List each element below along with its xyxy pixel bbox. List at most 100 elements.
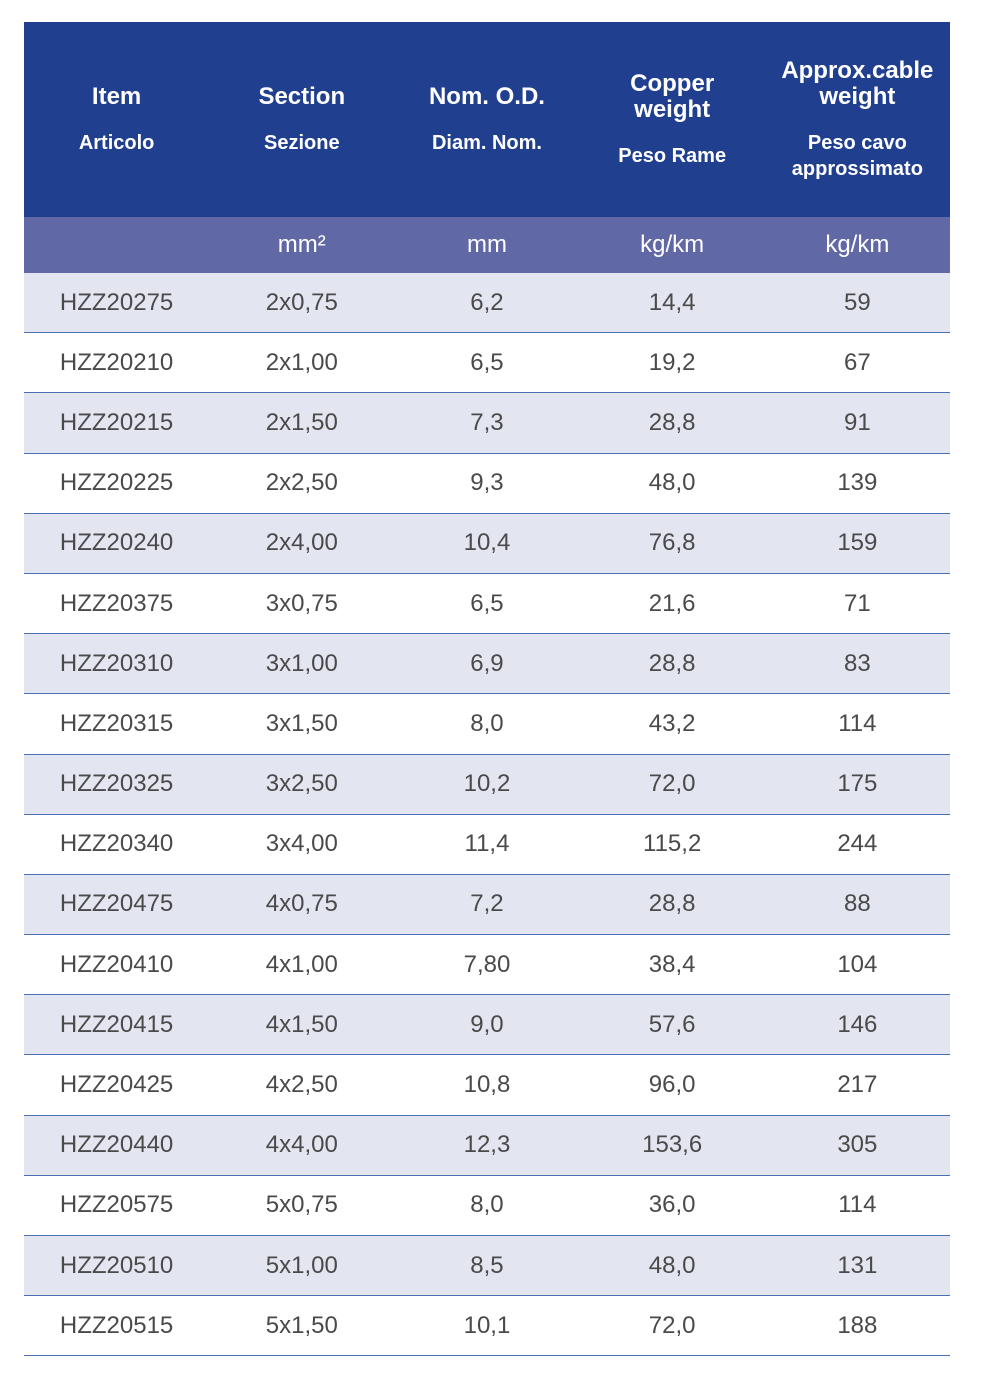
data-row: HZZ20315 3x1,50 8,0 43,2 114	[24, 694, 950, 755]
data-cell: 28,8	[648, 890, 696, 918]
data-cell: 10,4	[463, 529, 511, 557]
header-subtitle: Peso Rame	[618, 144, 727, 167]
data-cell: 96,0	[648, 1071, 696, 1099]
data-cell: 139	[837, 469, 878, 497]
data-cell: 88	[843, 890, 871, 918]
unit-cell: mm	[466, 231, 507, 258]
data-cell: 3x2,50	[265, 770, 338, 798]
table-body: HZZ20275 2x0,75 6,2 14,4 59 HZZ20210 2x1,00 6,5…	[24, 273, 950, 1357]
header-cell: Section Sezione	[209, 22, 394, 217]
data-cell: HZZ20575	[59, 1191, 174, 1219]
header-title: Copper weight	[630, 69, 715, 123]
data-cell: 159	[837, 529, 878, 557]
data-row: HZZ20210 2x1,00 6,5 19,2 67	[24, 333, 950, 394]
data-cell: 3x0,75	[265, 589, 338, 617]
data-cell: 57,6	[648, 1010, 696, 1038]
data-cell: 2x1,00	[265, 348, 338, 376]
data-cell: 146	[837, 1010, 878, 1038]
data-cell: 9,3	[470, 469, 504, 497]
data-cell: 4x1,00	[265, 950, 338, 978]
header-cell: Nom. O.D. Diam. Nom.	[394, 22, 579, 217]
data-cell: 2x4,00	[265, 529, 338, 557]
data-cell: HZZ20210	[59, 348, 174, 376]
data-cell: 2x1,50	[265, 408, 338, 436]
data-cell: 6,9	[470, 649, 504, 677]
data-cell: 72,0	[648, 770, 696, 798]
data-cell: HZZ20310	[59, 649, 174, 677]
data-cell: 153,6	[642, 1131, 703, 1159]
data-row: HZZ20510 5x1,00 8,5 48,0 131	[24, 1236, 950, 1297]
data-cell: 76,8	[648, 529, 696, 557]
data-row: HZZ20275 2x0,75 6,2 14,4 59	[24, 273, 950, 334]
data-cell: 48,0	[648, 1251, 696, 1279]
header-subtitle: Diam. Nom.	[431, 131, 542, 154]
data-cell: HZZ20515	[59, 1311, 174, 1339]
data-row: HZZ20515 5x1,50 10,1 72,0 188	[24, 1296, 950, 1357]
unit-cell	[24, 217, 209, 273]
data-cell: 4x1,50	[265, 1010, 338, 1038]
data-cell: 8,0	[470, 709, 504, 737]
data-cell: 36,0	[648, 1191, 696, 1219]
data-row: HZZ20225 2x2,50 9,3 48,0 139	[24, 453, 950, 514]
data-cell: HZZ20510	[59, 1251, 174, 1279]
data-cell: 8,5	[470, 1251, 504, 1279]
data-cell: 5x0,75	[265, 1191, 338, 1219]
header-subtitle: Articolo	[78, 131, 155, 154]
data-cell: 114	[838, 1191, 877, 1219]
data-cell: HZZ20225	[59, 469, 174, 497]
data-cell: 9,0	[470, 1010, 504, 1038]
data-cell: 3x1,50	[265, 709, 338, 737]
data-cell: 10,8	[463, 1071, 511, 1099]
data-cell: 114	[838, 709, 877, 737]
data-cell: 12,3	[463, 1131, 511, 1159]
data-cell: 72,0	[648, 1311, 696, 1339]
data-cell: HZZ20340	[59, 830, 174, 858]
data-cell: 28,8	[648, 649, 696, 677]
header-cell: Copper weight Peso Rame	[580, 22, 765, 217]
data-row: HZZ20415 4x1,50 9,0 57,6 146	[24, 995, 950, 1056]
data-cell: 4x4,00	[265, 1131, 338, 1159]
data-cell: 6,5	[470, 589, 504, 617]
data-cell: 83	[843, 649, 871, 677]
data-cell: HZZ20415	[59, 1010, 174, 1038]
header-title: Approx.cable weight	[781, 56, 934, 110]
data-row: HZZ20575 5x0,75 8,0 36,0 114	[24, 1175, 950, 1236]
data-cell: 3x4,00	[265, 830, 338, 858]
data-cell: 21,6	[648, 589, 696, 617]
data-cell: 4x2,50	[265, 1071, 338, 1099]
data-cell: 11,4	[464, 830, 510, 858]
data-cell: 188	[837, 1311, 878, 1339]
header-row: Item Articolo Section Sezione Nom. O.D. Diam.…	[24, 22, 950, 217]
data-cell: 8,0	[470, 1191, 504, 1219]
data-cell: 59	[843, 288, 871, 316]
header-title: Item	[91, 82, 142, 110]
header-title: Section	[258, 82, 346, 110]
data-cell: 4x0,75	[265, 890, 338, 918]
data-cell: 2x2,50	[265, 469, 338, 497]
data-cell: 14,4	[648, 288, 696, 316]
data-cell: HZZ20275	[59, 288, 174, 316]
data-cell: HZZ20215	[59, 408, 174, 436]
header-subtitle: Sezione	[263, 131, 340, 154]
data-row: HZZ20310 3x1,00 6,9 28,8 83	[24, 634, 950, 695]
data-cell: 67	[843, 348, 871, 376]
data-row: HZZ20340 3x4,00 11,4 115,2 244	[24, 814, 950, 875]
unit-cell: kg/km	[825, 231, 890, 258]
data-cell: 175	[837, 770, 878, 798]
data-cell: HZZ20475	[59, 890, 174, 918]
data-cell: 5x1,00	[265, 1251, 338, 1279]
data-row: HZZ20475 4x0,75 7,2 28,8 88	[24, 874, 950, 936]
data-row: HZZ20215 2x1,50 7,3 28,8 91	[24, 393, 950, 454]
data-cell: 43,2	[648, 709, 696, 737]
units-row: mm² mm kg/km kg/km	[24, 217, 950, 273]
data-cell: 7,80	[463, 950, 511, 978]
data-cell: 10,2	[463, 770, 511, 798]
header-cell: Item Articolo	[24, 22, 209, 217]
data-cell: 3x1,00	[265, 649, 338, 677]
data-cell: HZZ20325	[59, 770, 174, 798]
data-cell: HZZ20240	[59, 529, 174, 557]
data-cell: 131	[837, 1251, 878, 1279]
data-cell: 2x0,75	[265, 288, 338, 316]
data-row: HZZ20325 3x2,50 10,2 72,0 175	[24, 754, 950, 815]
